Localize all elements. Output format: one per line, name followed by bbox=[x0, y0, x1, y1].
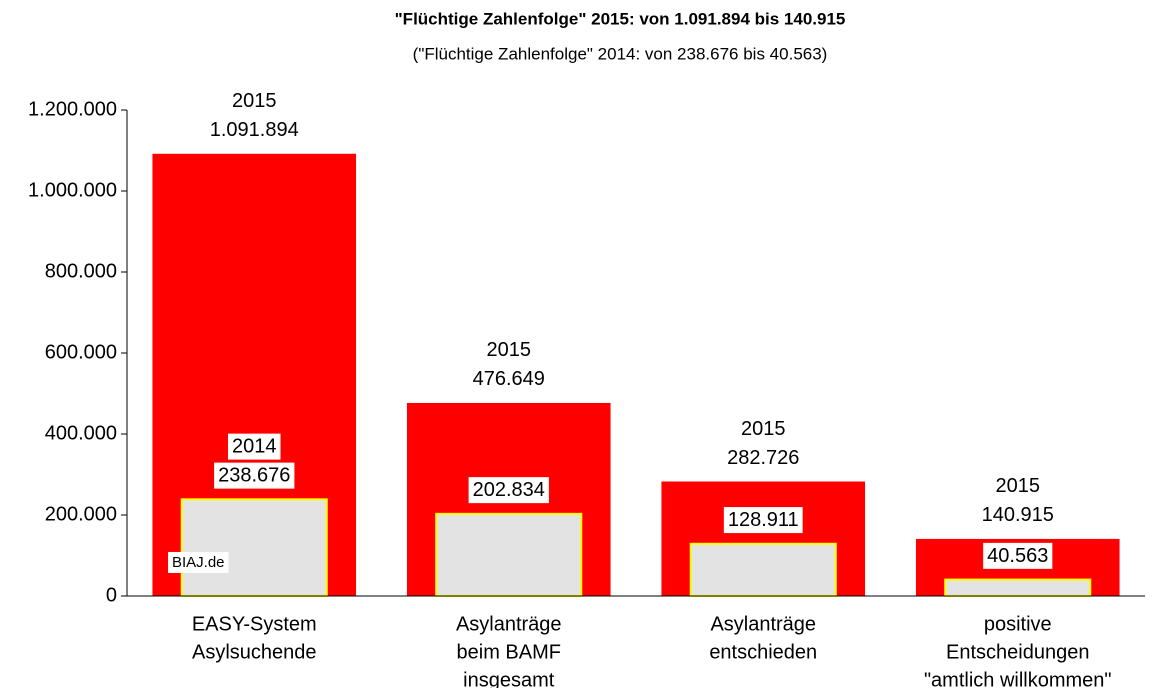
x-tick-label: EASY-System bbox=[192, 613, 317, 635]
data-label: 140.915 bbox=[982, 504, 1054, 526]
bar bbox=[180, 498, 328, 597]
y-tick-label: 1.000.000 bbox=[28, 179, 117, 201]
label-background bbox=[737, 415, 790, 442]
data-label: 202.834 bbox=[473, 479, 545, 501]
label-background bbox=[228, 88, 281, 115]
bar bbox=[435, 512, 583, 598]
y-tick-label: 800.000 bbox=[45, 260, 117, 282]
y-tick-label: 0 bbox=[106, 584, 117, 606]
chart-subtitle: ("Flüchtige Zahlenfolge" 2014: von 238.6… bbox=[413, 44, 828, 63]
y-tick-label: 400.000 bbox=[45, 422, 117, 444]
x-tick-label: entschieden bbox=[709, 641, 817, 663]
y-tick-label: 1.200.000 bbox=[28, 98, 117, 120]
data-label: 476.649 bbox=[473, 368, 545, 390]
x-tick-label: positive bbox=[984, 613, 1052, 635]
label-background bbox=[468, 477, 549, 504]
label-background bbox=[723, 507, 803, 534]
label-background bbox=[723, 444, 804, 471]
bar bbox=[944, 578, 1092, 597]
series-label: 2015 bbox=[487, 339, 532, 361]
series-label: 2015 bbox=[741, 418, 786, 440]
y-tick-label: 200.000 bbox=[45, 503, 117, 525]
label-background bbox=[983, 542, 1053, 569]
x-tick-label: Asylanträge bbox=[710, 613, 816, 635]
series-label: 2015 bbox=[996, 475, 1041, 497]
label-background bbox=[977, 502, 1058, 529]
label-background bbox=[228, 433, 281, 460]
data-label: 128.911 bbox=[728, 509, 799, 531]
x-tick-label: Asylanträge bbox=[456, 613, 562, 635]
label-background bbox=[214, 462, 295, 489]
x-tick-label: Entscheidungen bbox=[946, 641, 1089, 663]
x-tick-label: "amtlich willkommen" bbox=[924, 669, 1112, 688]
y-tick-label: 600.000 bbox=[45, 341, 117, 363]
label-background bbox=[205, 117, 303, 144]
x-tick-label: beim BAMF bbox=[457, 641, 561, 663]
series-label: 2015 bbox=[232, 90, 277, 112]
data-label: 238.676 bbox=[218, 465, 290, 487]
data-label: 282.726 bbox=[727, 447, 799, 469]
label-background bbox=[168, 551, 229, 573]
label-background bbox=[482, 337, 535, 364]
watermark: BIAJ.de bbox=[172, 554, 225, 571]
bar bbox=[689, 542, 837, 597]
chart-title: "Flüchtige Zahlenfolge" 2015: von 1.091.… bbox=[395, 9, 846, 28]
label-background bbox=[468, 366, 549, 393]
series-label: 2014 bbox=[232, 436, 277, 458]
label-background bbox=[991, 473, 1044, 500]
x-tick-label: Asylsuchende bbox=[192, 641, 317, 663]
data-label: 40.563 bbox=[987, 545, 1048, 567]
data-label: 1.091.894 bbox=[210, 119, 299, 141]
x-tick-label: insgesamt bbox=[463, 669, 555, 688]
